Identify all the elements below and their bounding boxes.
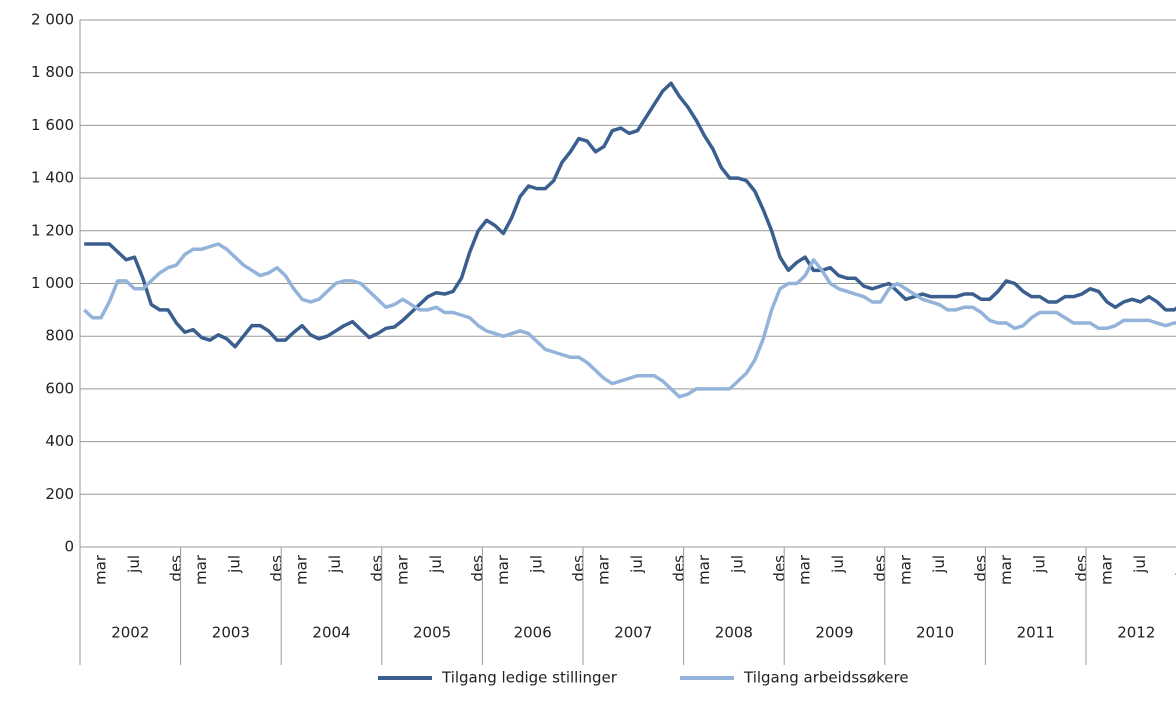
- x-tick-label: mar: [393, 554, 411, 585]
- legend-label: Tilgang ledige stillinger: [441, 669, 618, 687]
- year-label: 2004: [312, 624, 350, 642]
- y-tick-label: 800: [45, 327, 74, 345]
- x-tick-label: des: [569, 555, 587, 582]
- series-line: [82, 242, 1176, 399]
- year-label: 2002: [111, 624, 149, 642]
- x-tick-label: jul: [729, 555, 747, 574]
- y-tick-label: 2 000: [31, 11, 74, 29]
- year-label: 2007: [614, 624, 652, 642]
- x-tick-label: jul: [226, 555, 244, 574]
- x-tick-label: des: [268, 555, 286, 582]
- x-tick-label: mar: [695, 554, 713, 585]
- x-tick-label: jul: [125, 555, 143, 574]
- x-tick-label: jul: [1030, 555, 1048, 574]
- x-tick-label: jul: [628, 555, 646, 574]
- x-tick-label: mar: [997, 554, 1015, 585]
- x-tick-label: jul: [427, 555, 445, 574]
- y-tick-label: 0: [64, 538, 74, 556]
- y-tick-label: 400: [45, 432, 74, 450]
- x-tick-label: mar: [192, 554, 210, 585]
- x-tick-label: des: [771, 555, 789, 582]
- year-label: 2010: [916, 624, 954, 642]
- y-tick-label: 1 600: [31, 116, 74, 134]
- x-tick-label: des: [1072, 555, 1090, 582]
- x-tick-label: mar: [796, 554, 814, 585]
- x-tick-label: des: [972, 555, 990, 582]
- series-line: [84, 81, 1176, 349]
- x-tick-label: des: [670, 555, 688, 582]
- y-tick-label: 1 200: [31, 221, 74, 239]
- x-tick-label: des: [469, 555, 487, 582]
- legend-label: Tilgang arbeidssøkere: [743, 669, 909, 687]
- x-tick-label: mar: [896, 554, 914, 585]
- year-label: 2008: [715, 624, 753, 642]
- x-tick-label: jul: [1131, 555, 1149, 574]
- y-tick-label: 600: [45, 379, 74, 397]
- x-tick-label: des: [1173, 555, 1176, 582]
- y-tick-label: 1 800: [31, 63, 74, 81]
- year-label: 2009: [815, 624, 853, 642]
- x-tick-label: des: [871, 555, 889, 582]
- x-tick-label: jul: [829, 555, 847, 574]
- year-label: 2003: [212, 624, 250, 642]
- y-tick-label: 1 000: [31, 274, 74, 292]
- x-tick-label: des: [167, 555, 185, 582]
- year-label: 2012: [1117, 624, 1155, 642]
- year-label: 2011: [1017, 624, 1055, 642]
- y-tick-label: 200: [45, 485, 74, 503]
- x-tick-label: jul: [527, 555, 545, 574]
- x-tick-label: mar: [494, 554, 512, 585]
- x-tick-label: mar: [594, 554, 612, 585]
- x-tick-label: jul: [930, 555, 948, 574]
- x-tick-label: jul: [326, 555, 344, 574]
- x-tick-label: mar: [1097, 554, 1115, 585]
- year-label: 2005: [413, 624, 451, 642]
- x-tick-label: des: [368, 555, 386, 582]
- x-tick-label: mar: [293, 554, 311, 585]
- year-label: 2006: [514, 624, 552, 642]
- x-tick-label: mar: [91, 554, 109, 585]
- y-tick-label: 1 400: [31, 169, 74, 187]
